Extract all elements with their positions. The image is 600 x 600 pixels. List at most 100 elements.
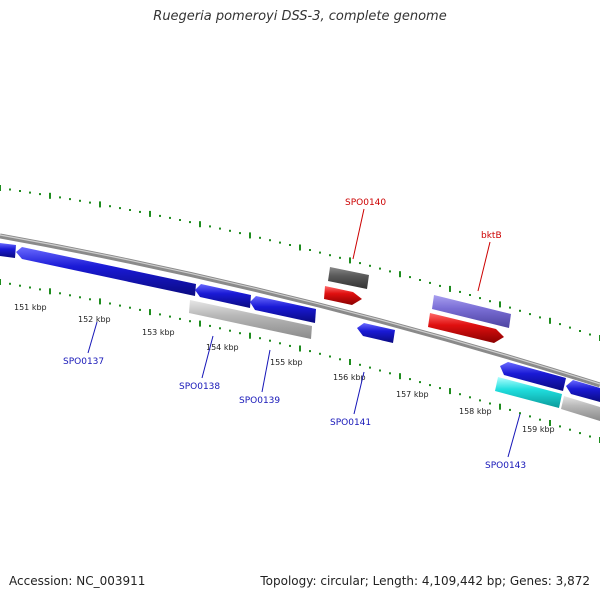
minor-tick <box>129 209 131 211</box>
leader-line-spo0141 <box>353 371 365 415</box>
major-tick <box>449 285 451 292</box>
tick-label: 158 kbp <box>459 407 492 416</box>
major-tick <box>349 257 351 264</box>
minor-tick <box>79 296 81 299</box>
major-tick <box>549 420 551 426</box>
major-tick <box>249 332 251 339</box>
major-tick <box>49 288 51 295</box>
minor-tick <box>409 276 411 279</box>
gene-arrows <box>0 243 600 421</box>
minor-tick <box>209 225 211 228</box>
minor-tick <box>59 292 61 295</box>
minor-tick <box>579 432 581 435</box>
gene-arrow-spo0137[interactable] <box>16 247 196 296</box>
major-tick <box>149 309 151 316</box>
gene-arrow[interactable] <box>561 396 600 421</box>
gene-label-spo0140[interactable]: SPO0140 <box>345 198 386 208</box>
minor-tick <box>319 251 321 254</box>
minor-tick <box>39 288 41 291</box>
leader-line-bktb <box>477 241 491 292</box>
minor-tick <box>129 306 131 309</box>
gene-label-bktb[interactable]: bktB <box>481 231 502 241</box>
minor-tick <box>569 326 571 329</box>
gene-arrow-spo0138[interactable] <box>189 300 312 339</box>
gene-label-spo0139[interactable]: SPO0139 <box>239 396 280 406</box>
gene-label-spo0138[interactable]: SPO0138 <box>179 382 220 392</box>
major-tick <box>199 320 201 327</box>
gene-arrow-spo0140[interactable] <box>328 267 369 289</box>
tick-label: 159 kbp <box>522 425 555 434</box>
minor-tick <box>309 249 311 251</box>
tick-label: 152 kbp <box>78 315 111 324</box>
gene-arrow-spo0139[interactable] <box>250 296 316 323</box>
minor-tick <box>369 264 371 267</box>
major-tick <box>249 232 251 239</box>
gene-arrow-spo0143[interactable] <box>495 377 562 408</box>
minor-tick <box>29 286 31 289</box>
minor-tick <box>339 256 341 259</box>
major-tick <box>149 210 151 217</box>
minor-tick <box>459 393 461 396</box>
minor-tick <box>369 366 371 369</box>
minor-tick <box>529 415 531 418</box>
gene-label-spo0141[interactable]: SPO0141 <box>330 418 371 428</box>
minor-tick <box>319 352 321 355</box>
minor-tick <box>469 294 471 296</box>
gene-label-spo0137[interactable]: SPO0137 <box>63 357 104 367</box>
major-tick <box>499 403 501 410</box>
minor-tick <box>79 199 81 202</box>
minor-tick <box>539 316 541 319</box>
gene-label-spo0143[interactable]: SPO0143 <box>485 461 526 471</box>
minor-tick <box>289 244 291 246</box>
gene-arrow[interactable] <box>0 243 16 258</box>
minor-tick <box>339 358 341 361</box>
minor-tick <box>559 323 561 326</box>
gene-arrow-spo0141[interactable] <box>357 323 395 343</box>
gene-arrow[interactable] <box>324 286 362 305</box>
tick-label: 151 kbp <box>14 303 47 312</box>
gene-arrow[interactable] <box>195 284 251 308</box>
minor-tick <box>89 298 91 301</box>
minor-tick <box>159 214 161 217</box>
minor-tick <box>189 320 191 323</box>
minor-tick <box>379 267 381 270</box>
minor-tick <box>109 302 111 305</box>
inner-tick-track <box>0 279 600 443</box>
minor-tick <box>219 327 221 330</box>
gene-arrow[interactable] <box>566 380 600 402</box>
leader-line-spo0138 <box>201 335 214 379</box>
minor-tick <box>229 229 231 232</box>
minor-tick <box>169 315 171 318</box>
minor-tick <box>329 355 331 358</box>
major-tick <box>399 271 401 278</box>
major-tick <box>399 373 401 380</box>
gene-labels: SPO0137 SPO0138 SPO0139 SPO0140 SPO0141 … <box>63 198 526 471</box>
minor-tick <box>219 227 221 230</box>
minor-tick <box>519 309 521 312</box>
minor-tick <box>179 317 181 320</box>
gene-arrow[interactable] <box>500 362 566 391</box>
leader-line-spo0139 <box>261 349 271 393</box>
minor-tick <box>389 372 391 375</box>
genome-stats-text: Topology: circular; Length: 4,109,442 bp… <box>260 574 590 588</box>
minor-tick <box>419 279 421 281</box>
minor-tick <box>9 282 11 285</box>
minor-tick <box>559 425 561 428</box>
minor-tick <box>229 329 231 332</box>
minor-tick <box>109 205 111 208</box>
gene-label-leaders <box>87 208 521 458</box>
minor-tick <box>589 435 591 438</box>
major-tick <box>99 298 101 305</box>
minor-tick <box>429 384 431 387</box>
tick-label: 153 kbp <box>142 328 175 337</box>
leader-line-spo0137 <box>87 321 98 354</box>
tick-label: 154 kbp <box>206 343 239 352</box>
minor-tick <box>519 412 521 415</box>
minor-tick <box>139 308 141 311</box>
gene-arrow-bktb[interactable] <box>432 295 511 328</box>
minor-tick <box>389 270 391 273</box>
minor-tick <box>409 378 411 381</box>
gene-arrow[interactable] <box>428 313 504 343</box>
minor-tick <box>379 369 381 372</box>
